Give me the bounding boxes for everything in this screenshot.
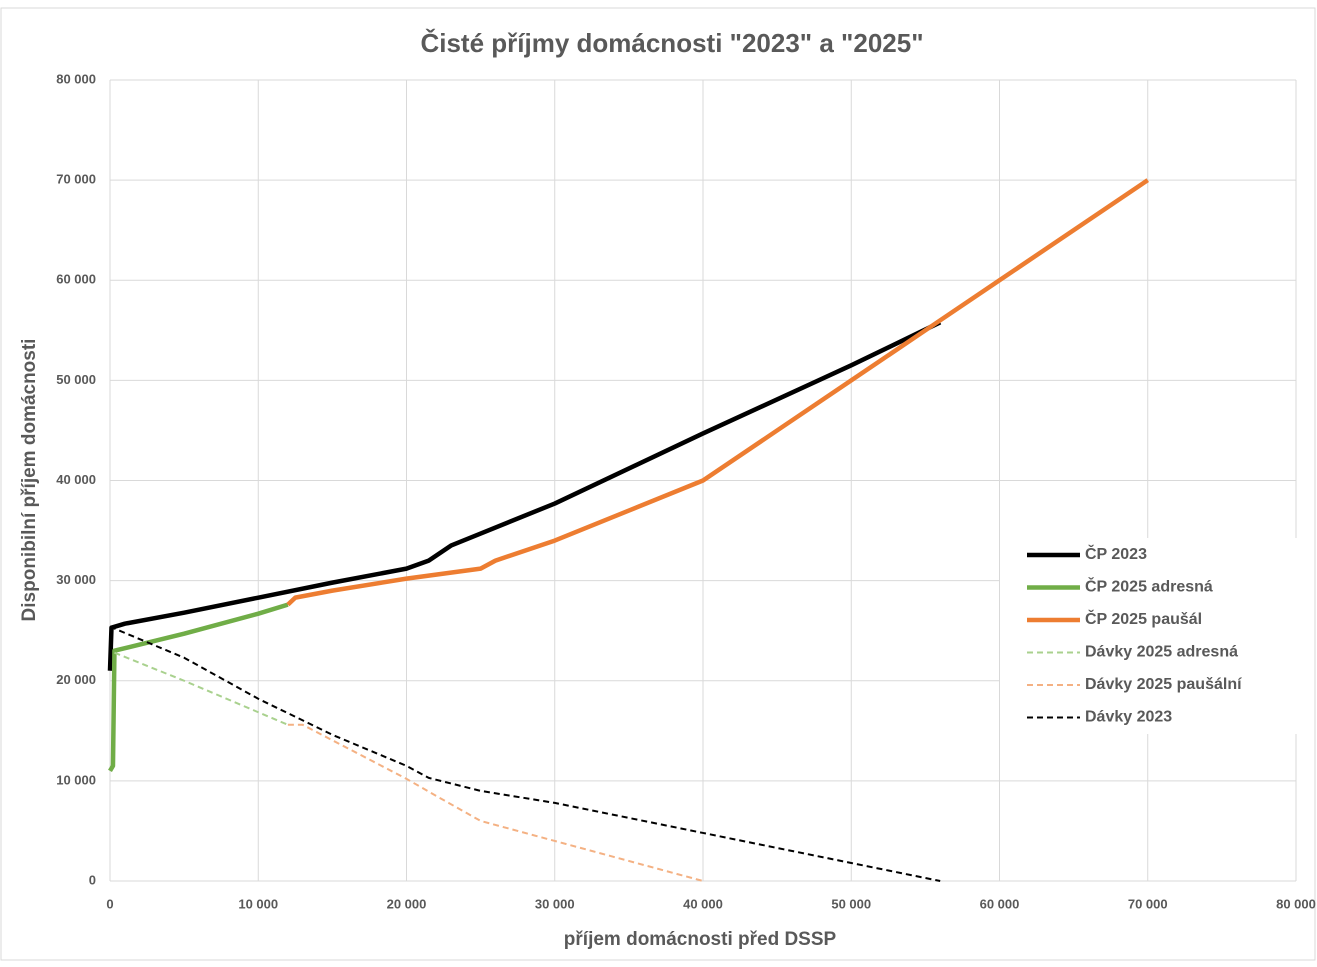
x-tick-label: 50 000 xyxy=(831,896,871,911)
x-tick-label: 30 000 xyxy=(535,896,575,911)
y-tick-label: 30 000 xyxy=(56,572,96,587)
series-line xyxy=(287,723,704,882)
y-tick-label: 80 000 xyxy=(56,71,96,86)
y-tick-label: 50 000 xyxy=(56,372,96,387)
y-tick-label: 40 000 xyxy=(56,472,96,487)
y-tick-label: 10 000 xyxy=(56,772,96,787)
x-tick-label: 0 xyxy=(106,896,113,911)
legend-box xyxy=(1000,538,1300,734)
series-line xyxy=(114,651,289,726)
y-axis-label: Disponibilní příjem domácnosti xyxy=(19,339,40,622)
x-tick-label: 70 000 xyxy=(1128,896,1168,911)
legend-label: ČP 2025 paušál xyxy=(1085,609,1202,628)
legend-label: Dávky 2025 adresná xyxy=(1085,644,1238,661)
y-tick-label: 70 000 xyxy=(56,172,96,187)
y-tick-label: 0 xyxy=(89,872,96,887)
chart-area xyxy=(0,7,1316,961)
x-tick-label: 40 000 xyxy=(683,896,723,911)
chart-title: Čisté příjmy domácnosti "2023" a "2025" xyxy=(420,28,923,58)
y-tick-label: 60 000 xyxy=(56,272,96,287)
series-line xyxy=(286,178,1150,607)
x-tick-label: 80 000 xyxy=(1276,896,1316,911)
legend-label: Dávky 2023 xyxy=(1085,709,1172,726)
y-tick-label: 20 000 xyxy=(56,672,96,687)
legend-label: ČP 2025 adresná xyxy=(1085,577,1213,596)
legend-label: Dávky 2025 paušální xyxy=(1085,676,1242,693)
series-line xyxy=(109,625,941,882)
x-tick-label: 10 000 xyxy=(238,896,278,911)
legend-label: ČP 2023 xyxy=(1085,544,1147,563)
x-tick-label: 20 000 xyxy=(387,896,427,911)
x-axis-label: příjem domácnosti před DSSP xyxy=(564,929,837,950)
x-tick-label: 60 000 xyxy=(980,896,1020,911)
series-line xyxy=(107,320,942,671)
